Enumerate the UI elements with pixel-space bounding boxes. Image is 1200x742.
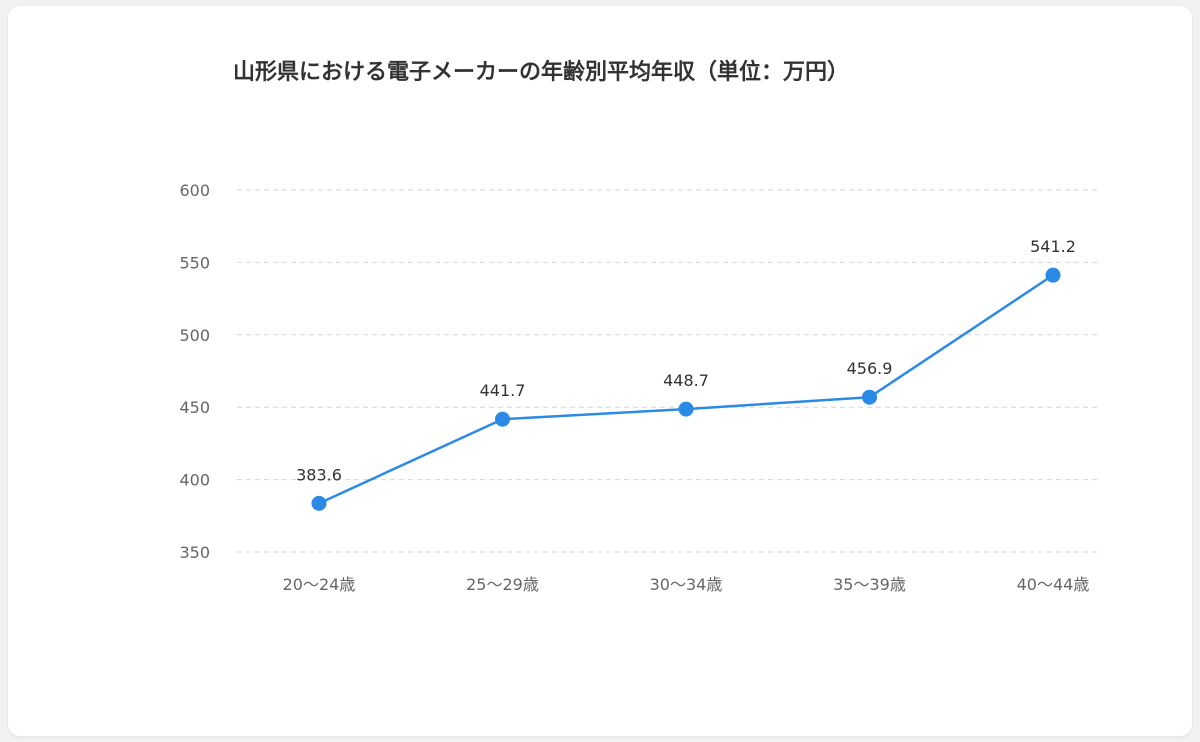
x-tick-label: 40〜44歳 — [1017, 575, 1090, 594]
data-point — [862, 389, 877, 405]
line-chart: 350 400 450 500 550 600 20〜24歳 25〜29歳 30〜34歳 35〜… — [179, 181, 1100, 594]
data-labels: 383.6 441.7 448.7 456.9 541.2 — [296, 237, 1076, 484]
y-tick-label: 550 — [179, 253, 210, 272]
x-axis-ticks: 20〜24歳 25〜29歳 30〜34歳 35〜39歳 40〜44歳 — [283, 575, 1090, 594]
data-label: 383.6 — [296, 465, 342, 484]
x-tick-label: 30〜34歳 — [650, 575, 723, 594]
y-tick-label: 600 — [179, 181, 210, 200]
chart-card: 山形県における電子メーカーの年齢別平均年収（単位：万円） 350 400 450 50… — [8, 6, 1192, 736]
y-axis-ticks: 350 400 450 500 550 600 — [179, 181, 210, 562]
data-point — [495, 411, 510, 427]
data-label: 441.7 — [480, 381, 526, 400]
x-tick-label: 25〜29歳 — [466, 575, 539, 594]
chart-title: 山形県における電子メーカーの年齢別平均年収（単位：万円） — [233, 60, 850, 85]
data-label: 456.9 — [847, 359, 893, 378]
y-tick-label: 400 — [179, 471, 210, 490]
data-point — [678, 401, 694, 417]
series-line-group — [311, 267, 1061, 511]
x-tick-label: 20〜24歳 — [283, 575, 356, 594]
x-tick-label: 35〜39歳 — [833, 575, 906, 594]
y-tick-label: 450 — [179, 398, 210, 417]
data-point — [311, 495, 327, 511]
data-label: 448.7 — [663, 371, 709, 390]
data-label: 541.2 — [1030, 237, 1076, 256]
data-point — [1045, 267, 1061, 283]
y-tick-label: 350 — [179, 543, 210, 562]
y-tick-label: 500 — [179, 326, 210, 345]
